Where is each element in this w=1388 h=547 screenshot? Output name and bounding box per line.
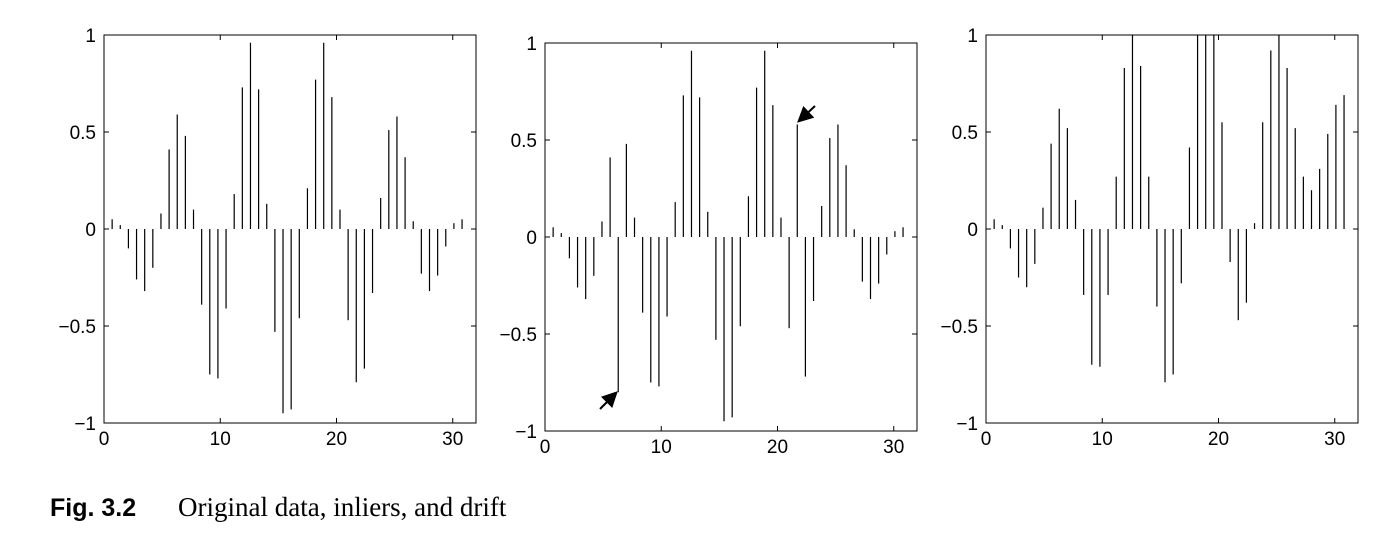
x-tick-label: 0 <box>540 437 551 458</box>
x-tick-label: 10 <box>651 437 672 458</box>
y-tick-label: −0.5 <box>940 317 978 338</box>
y-tick-label: 0 <box>967 220 978 241</box>
y-tick-label: −1 <box>515 422 537 443</box>
y-tick-label: 1 <box>967 26 978 47</box>
x-tick-label: 20 <box>1208 429 1229 450</box>
x-tick-label: 0 <box>99 429 110 450</box>
x-tick-label: 30 <box>442 429 463 450</box>
x-tick-label: 10 <box>1092 429 1113 450</box>
plot-frame <box>103 34 477 424</box>
x-tick-label: 20 <box>767 437 788 458</box>
caption-label: Fig. 3.2 <box>50 494 136 522</box>
y-tick-label: −0.5 <box>499 325 537 346</box>
x-tick-label: 20 <box>326 429 347 450</box>
x-tick-label: 0 <box>981 429 992 450</box>
caption-text: Original data, inliers, and drift <box>178 492 507 522</box>
x-tick-label: 30 <box>883 437 904 458</box>
x-tick-label: 30 <box>1324 429 1345 450</box>
arrow <box>797 105 816 123</box>
x-tick-label: 10 <box>210 429 231 450</box>
y-tick-label: −1 <box>956 414 978 435</box>
plot-frame <box>985 34 1359 424</box>
y-tick-label: 1 <box>526 34 537 55</box>
y-tick-label: 0.5 <box>70 123 96 144</box>
y-tick-label: −1 <box>74 414 96 435</box>
y-tick-label: 1 <box>85 26 96 47</box>
y-tick-label: 0 <box>85 220 96 241</box>
y-tick-label: 0.5 <box>952 123 978 144</box>
y-tick-label: 0 <box>526 228 537 249</box>
y-tick-label: −0.5 <box>58 317 96 338</box>
y-tick-label: 0.5 <box>511 131 537 152</box>
plot-frame <box>544 42 918 432</box>
arrow <box>599 391 618 410</box>
